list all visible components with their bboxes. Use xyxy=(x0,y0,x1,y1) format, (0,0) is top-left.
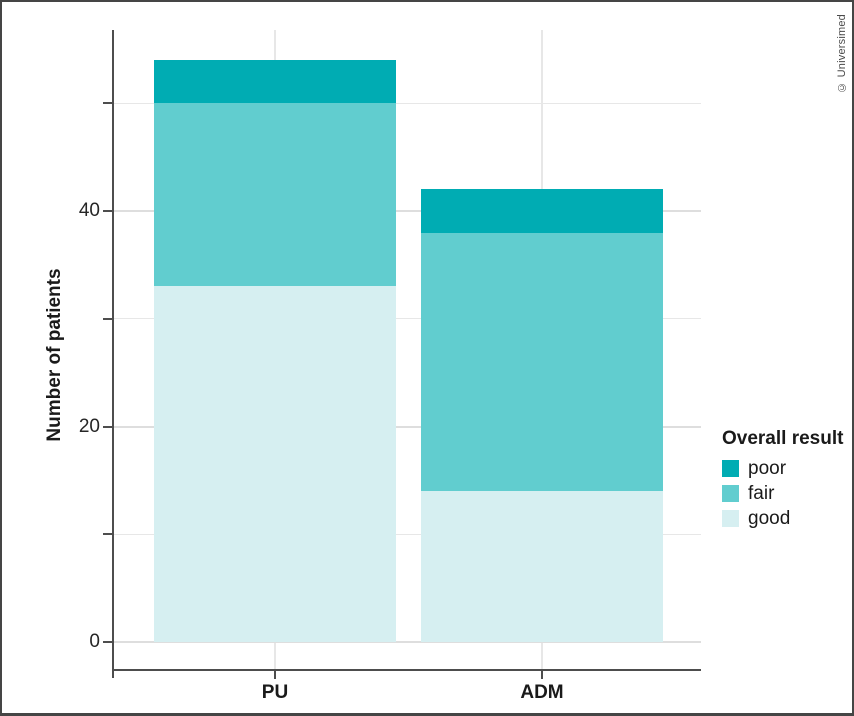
y-tick-mark-20 xyxy=(103,425,112,428)
y-tick-label-40: 40 xyxy=(78,200,100,221)
gridline-major-y40 xyxy=(113,210,701,212)
y-tick-mark-40 xyxy=(103,210,112,212)
legend-label-poor: poor xyxy=(748,458,787,479)
y-tick-label-0: 0 xyxy=(89,631,100,652)
gridline-major-y0 xyxy=(113,641,701,643)
legend-item-good: good xyxy=(722,508,843,529)
y-tick-label-20: 20 xyxy=(78,415,100,437)
bar-segment-poor-adm xyxy=(421,189,663,233)
legend-swatch-good xyxy=(722,510,739,527)
gridline-major-y20 xyxy=(113,425,701,428)
y-tick-mark-10 xyxy=(103,533,112,536)
y-tick-mark-50 xyxy=(103,102,112,105)
x-category-label-pu: PU xyxy=(261,682,289,703)
legend-items: poor fair good xyxy=(722,458,843,529)
x-tick-mark-pu xyxy=(274,671,276,679)
legend-label-good: good xyxy=(748,508,791,529)
legend-swatch-fair xyxy=(722,485,739,502)
bar-segment-fair-pu xyxy=(154,103,396,287)
gridline-minor-y30 xyxy=(113,318,701,320)
bar-segment-good-pu xyxy=(154,286,396,642)
legend-title: Overall result xyxy=(722,428,844,449)
gridline-minor-y50 xyxy=(113,102,701,104)
y-tick-mark-0 xyxy=(103,641,112,643)
legend-item-fair: fair xyxy=(722,483,843,504)
legend-item-poor: poor xyxy=(722,458,843,479)
y-tick-mark-30 xyxy=(103,317,112,320)
legend-swatch-poor xyxy=(722,460,739,477)
gridline-minor-y10 xyxy=(113,533,701,535)
bar-segment-good-adm xyxy=(421,491,663,642)
y-axis-title: Number of patients xyxy=(44,268,65,442)
legend: Overall result poor fair good xyxy=(722,428,843,535)
x-axis-line xyxy=(112,669,701,671)
bar-segment-poor-pu xyxy=(154,60,396,104)
x-tick-mark-adm xyxy=(541,671,543,679)
legend-label-fair: fair xyxy=(748,483,775,504)
y-axis-line xyxy=(112,30,114,678)
bar-segment-fair-adm xyxy=(421,232,663,492)
copyright-credit: © Universimed xyxy=(836,14,848,93)
x-category-label-adm: ADM xyxy=(520,682,564,703)
